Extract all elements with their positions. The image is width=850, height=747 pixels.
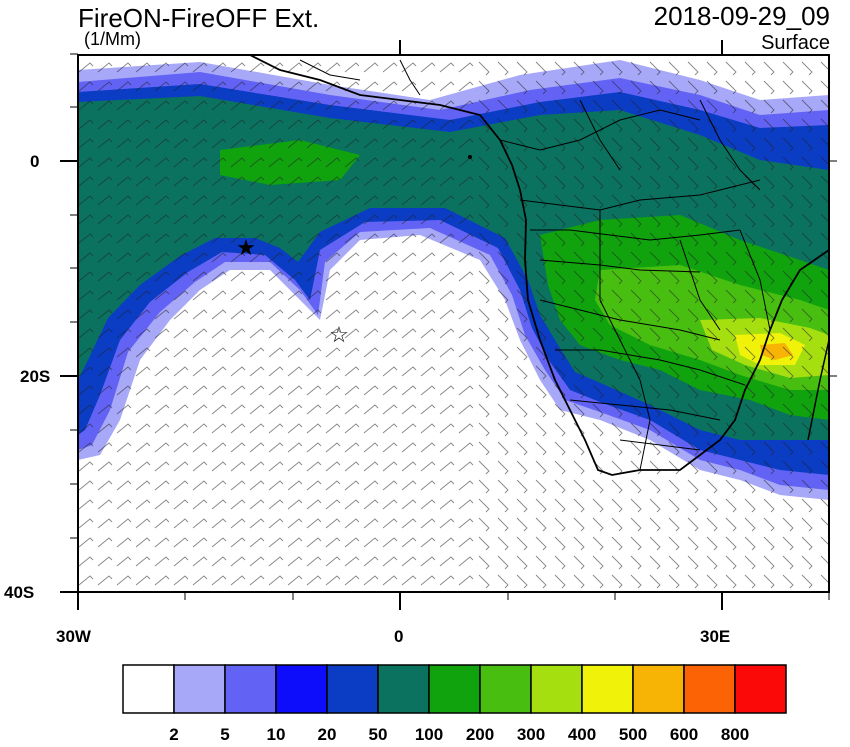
lon-label-0: 0 [394,627,404,646]
colorbar-swatch [428,664,481,714]
colorbar-label: 100 [414,725,444,744]
lat-label-40s: 40S [4,583,35,602]
minor-ticks [70,53,837,600]
star-marker-1: ★ [236,235,256,260]
datetime-label: 2018-09-29_09 [653,1,830,31]
star-marker-2: ☆ [329,322,349,347]
colorbar-swatch [479,664,532,714]
africa-coastline [249,55,829,476]
colorbar-label: 10 [266,725,286,744]
colorbar-label: 500 [618,725,648,744]
colorbar [122,664,787,714]
lon-label-30e: 30E [700,627,731,646]
colorbar-swatch [632,664,685,714]
island-dot [468,155,472,159]
colorbar-label: 2 [169,725,179,744]
madagascar-outline [807,339,829,441]
lon-label-30w: 30W [56,627,91,646]
colorbar-label: 600 [669,725,699,744]
country-borders [299,59,771,471]
map-title: FireON-FireOFF Ext. [78,3,320,33]
colorbar-swatch [734,664,787,714]
colorbar-label: 5 [220,725,230,744]
wind-barbs-west [78,55,478,592]
colorbar-swatch [224,664,277,714]
level-label: Surface [761,32,830,54]
colorbar-swatch [530,664,583,714]
lat-label-20s: 20S [20,367,51,386]
colorbar-swatch [275,664,328,714]
axis-ticks [60,40,723,610]
colorbar-swatch [326,664,379,714]
lat-label-0: 0 [30,152,40,171]
wind-barbs-east [478,55,829,592]
plot-frame [77,54,830,593]
colorbar-swatch [683,664,736,714]
colorbar-label: 800 [720,725,750,744]
units-label: (1/Mm) [84,29,141,49]
colorbar-label: 400 [567,725,597,744]
colorbar-label: 200 [465,725,495,744]
colorbar-label: 20 [317,725,337,744]
colorbar-label: 300 [516,725,546,744]
colorbar-swatch [581,664,634,714]
colorbar-label: 50 [368,725,388,744]
colorbar-swatch [173,664,226,714]
plot-area [78,55,829,592]
colorbar-swatch [122,664,175,714]
colorbar-swatch [377,664,430,714]
